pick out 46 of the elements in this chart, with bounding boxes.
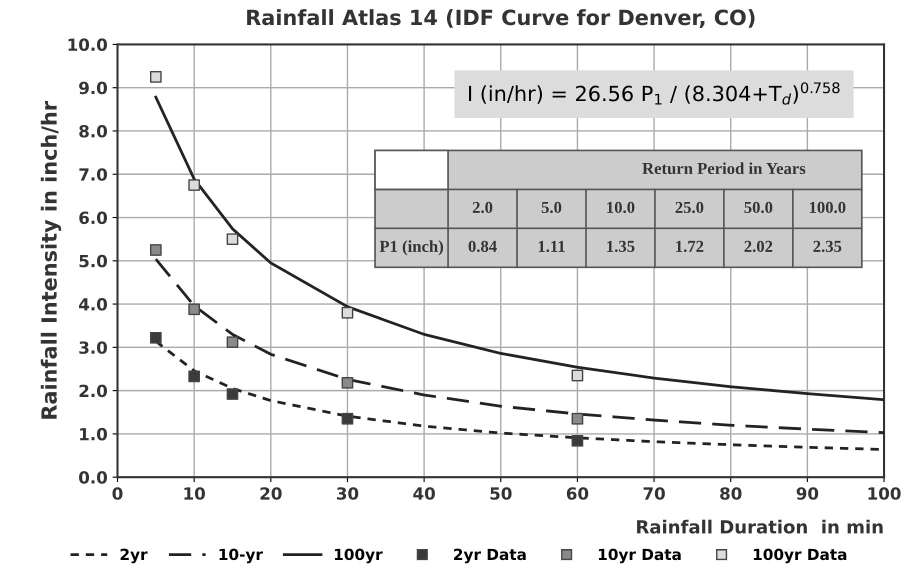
legend-label: 100yr [334,548,383,564]
annotation: 2.0 [472,202,492,214]
x-tick-label: 10 [184,487,205,500]
annotation: 1.35 [607,240,634,252]
chart-title: Rainfall Atlas 14 (IDF Curve for Denver, CO) [247,9,755,28]
y-axis-title: Rainfall Intensity in inch/hr [40,101,62,419]
x-axis-title: Rainfall Duration in min [637,520,883,534]
annotation: 1.11 [538,240,565,252]
x-tick-label: 70 [644,487,665,500]
x-tick-label: 60 [566,487,588,500]
x-tick-label: 0 [112,487,123,500]
annotation: Return Period in Years [642,162,806,174]
annotation: 100.0 [810,202,846,214]
annotation: 2.02 [744,240,772,252]
y-tick-label: 0.0 [79,471,107,484]
y-tick-label: 1.0 [80,428,107,440]
x-tick-label: 20 [260,487,282,500]
annotation: 5.0 [542,202,562,214]
y-tick-label: 5.0 [80,254,107,268]
y-tick-label: 7.0 [79,168,107,181]
legend-label: 10yr Data [598,548,681,564]
legend-label: 2yr Data [454,548,526,564]
annotation: I (in/hr) = 26.56 P$_{1}$ / (8.304+T$_{d}$)$^{0.758}$ [469,82,840,105]
legend-label: 10-yr [220,548,263,564]
y-tick-label: 8.0 [79,124,107,138]
y-tick-label: 6.0 [79,211,107,224]
y-tick-label: 4.0 [79,298,107,311]
legend-label: 2yr [120,548,148,564]
y-tick-label: 3.0 [79,341,107,354]
x-tick-label: 80 [720,487,742,500]
y-tick-label: 9.0 [79,82,107,94]
annotation: 1.72 [676,240,704,252]
annotation: 25.0 [676,202,704,214]
annotation: 10.0 [607,202,634,214]
x-tick-label: 90 [796,487,818,500]
y-tick-label: 2.0 [80,384,107,398]
y-tick-label: 10.0 [68,38,107,51]
annotation: 0.84 [468,240,497,252]
x-tick-label: 40 [413,487,435,500]
annotation: 50.0 [744,202,772,214]
x-tick-label: 30 [336,487,358,500]
legend-label: 100yr Data [754,548,846,564]
annotation: P1 (inch) [380,240,444,256]
x-tick-label: 50 [490,487,512,500]
x-tick-label: 100 [868,487,901,500]
annotation: 2.35 [813,240,842,252]
